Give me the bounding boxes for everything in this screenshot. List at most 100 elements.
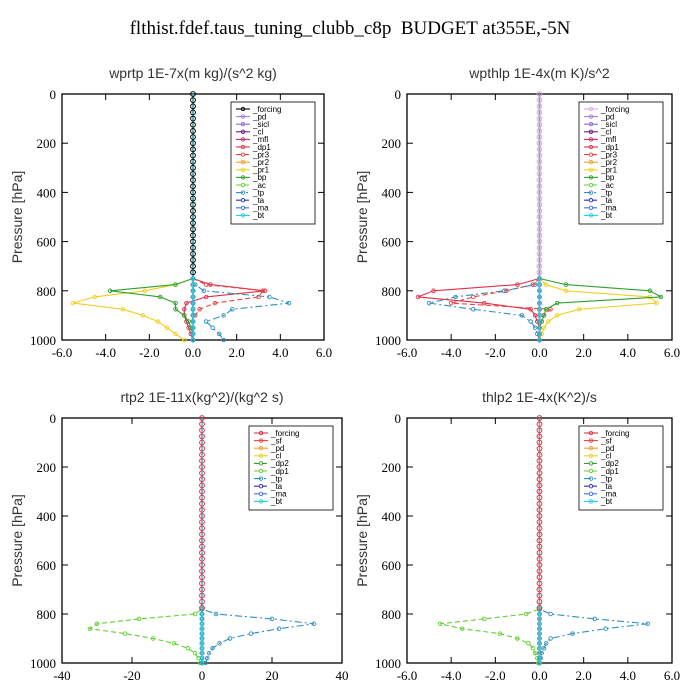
data-point <box>537 660 542 666</box>
data-point <box>182 313 187 318</box>
data-point <box>94 621 100 627</box>
data-point <box>536 494 543 501</box>
data-point <box>570 631 575 636</box>
x-tick-label: 0.0 <box>185 345 201 360</box>
data-point <box>536 244 543 251</box>
chart-panel-4: thlp2 1E-4x(K^2)/s Pressure [hPa] -6.0 -4.0… <box>354 389 680 683</box>
data-point <box>203 319 209 324</box>
data-point <box>190 189 196 196</box>
data-point <box>87 626 93 631</box>
data-point <box>190 288 196 294</box>
x-tick-label: 2.0 <box>576 345 592 360</box>
x-tick-label: 4.0 <box>620 345 636 360</box>
data-point <box>515 282 520 287</box>
data-point <box>471 307 476 312</box>
data-point <box>536 604 543 611</box>
legend-marker <box>588 213 594 218</box>
data-point <box>541 325 547 330</box>
data-point <box>524 611 529 617</box>
y-tick-label: 200 <box>382 136 402 151</box>
legend-marker <box>240 167 246 172</box>
data-point <box>536 128 543 134</box>
x-tick-label: -20 <box>123 668 140 683</box>
data-point <box>431 288 436 294</box>
data-point <box>199 641 205 646</box>
legend-entry: _tp <box>600 188 613 197</box>
y-tick-label: 200 <box>382 460 402 475</box>
data-point <box>190 146 196 153</box>
data-point <box>459 626 465 631</box>
data-point <box>577 307 582 312</box>
series-line-dp1 <box>439 418 541 664</box>
data-point <box>190 307 196 312</box>
data-point <box>190 220 196 227</box>
data-point <box>142 288 148 294</box>
data-point <box>199 476 205 483</box>
data-point <box>190 294 196 300</box>
legend-entry: _pr3 <box>600 150 618 159</box>
legend-marker <box>588 137 594 142</box>
data-point <box>536 97 543 104</box>
x-tick-label: -6.0 <box>397 668 418 683</box>
chart-panel-1: wprtp 1E-7x(m kg)/(s^2 kg) Pressure [hPa]… <box>9 65 332 360</box>
legend-marker <box>240 114 246 119</box>
x-tick-label: -2.0 <box>485 668 506 683</box>
legend-marker <box>588 198 594 203</box>
data-point <box>536 195 543 202</box>
data-point <box>155 319 161 324</box>
legend-marker <box>240 213 246 218</box>
data-point <box>536 513 543 519</box>
data-point <box>190 251 196 257</box>
data-point <box>536 568 543 575</box>
legend-marker <box>588 106 594 112</box>
legend-marker <box>588 167 594 172</box>
data-point <box>543 307 549 312</box>
data-point <box>536 251 543 257</box>
data-point <box>536 470 543 477</box>
data-point <box>415 294 421 300</box>
data-point <box>536 201 543 208</box>
legend-entry: _ta <box>270 482 283 491</box>
legend-entry: _bp <box>600 173 615 182</box>
data-point <box>199 451 205 458</box>
data-point <box>199 531 205 538</box>
panel-title: thlp2 1E-4x(K^2)/s <box>482 389 597 405</box>
data-point <box>537 276 542 281</box>
data-point <box>536 562 543 568</box>
data-point <box>221 313 226 318</box>
data-point <box>221 337 226 343</box>
x-tick-label: 6.0 <box>664 345 680 360</box>
legend-entry: _pr1 <box>252 166 270 175</box>
panel-title: wprtp 1E-7x(m kg)/(s^2 kg) <box>108 65 277 81</box>
data-point <box>532 325 538 330</box>
data-point <box>536 158 543 165</box>
data-point <box>537 300 542 306</box>
data-point <box>199 464 205 470</box>
data-point <box>173 300 178 306</box>
data-point <box>203 294 209 300</box>
legend-marker <box>588 446 594 451</box>
data-point <box>536 134 543 140</box>
data-point <box>497 631 503 636</box>
data-point <box>528 319 533 324</box>
figure-title: flthist.fdef.taus_tuning_clubb_c8p BUDGE… <box>129 18 571 39</box>
legend-marker <box>258 438 264 443</box>
data-point <box>536 171 543 177</box>
data-point <box>537 313 542 318</box>
y-tick-label: 600 <box>37 235 57 250</box>
data-point <box>199 604 205 611</box>
legend-entry: _ta <box>252 196 265 205</box>
data-point <box>199 611 205 617</box>
data-point <box>190 337 196 343</box>
legend-marker <box>588 484 594 489</box>
data-point <box>563 288 569 294</box>
data-point <box>184 300 189 306</box>
data-point <box>536 257 543 263</box>
legend-marker <box>588 499 594 504</box>
panel-title: rtp2 1E-11x(kg^2)/(kg^2 s) <box>120 389 283 405</box>
data-point <box>536 439 543 446</box>
data-point <box>546 319 551 324</box>
data-point <box>199 543 205 550</box>
legend-marker <box>588 129 594 134</box>
legend-marker <box>258 461 264 466</box>
